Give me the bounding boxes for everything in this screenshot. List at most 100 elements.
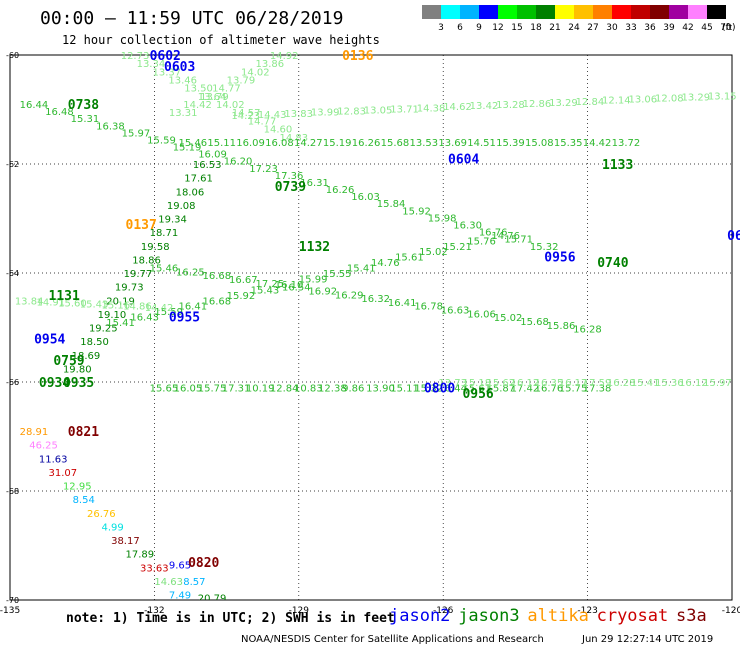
longitude-tick-label: -120 (722, 606, 740, 616)
wave-height-value: 15.60 (58, 298, 87, 309)
wave-height-value: 13.29 (549, 98, 578, 109)
wave-height-value: 13.29 (681, 92, 710, 103)
wave-height-value: 15.86 (547, 321, 576, 332)
wave-height-value: 8.57 (183, 577, 205, 588)
wave-height-value: 17.89 (126, 550, 155, 561)
wave-height-value: 15.65 (150, 383, 179, 394)
wave-height-value: 12.84 (270, 383, 299, 394)
color-scale-label: 6 (457, 23, 463, 33)
wave-height-value: 15.32 (530, 242, 559, 253)
wave-height-value: 16.10 (275, 280, 304, 291)
wave-height-value: 15.19 (323, 138, 352, 149)
wave-height-value: 13.53 (410, 138, 439, 149)
wave-height-value: 15.18 (462, 378, 491, 389)
longitude-tick-label: -132 (144, 606, 164, 616)
wave-height-value: 14.42 (583, 138, 612, 149)
wave-height-value: 15.92 (227, 291, 256, 302)
wave-height-value: 13.83 (284, 109, 313, 120)
wave-height-value: 14.57 (232, 108, 261, 119)
wave-height-value: 19.80 (63, 364, 92, 375)
wave-height-value: 15.75 (198, 383, 227, 394)
wave-height-value: 15.59 (154, 307, 183, 318)
color-scale-label: 9 (476, 23, 482, 33)
pass-time-label: 0935 (63, 376, 94, 391)
wave-height-value: 16.76 (535, 383, 564, 394)
wave-height-value: 15.87 (487, 383, 516, 394)
pass-time-label: 1133 (602, 158, 633, 173)
legend-entry-altika: altika (527, 606, 589, 626)
wave-height-value: 13.72 (612, 138, 641, 149)
wave-height-value: 14.02 (241, 67, 270, 78)
wave-height-value: 38.17 (111, 536, 140, 547)
pass-time-label: 0137 (126, 218, 157, 233)
wave-height-value: 15.21 (443, 242, 472, 253)
color-scale-swatch (441, 5, 460, 19)
wave-height-value: 15.68 (520, 317, 549, 328)
wave-height-value: 15.55 (323, 269, 352, 280)
pass-time-label: 0800 (424, 381, 455, 396)
color-scale-label: 15 (511, 23, 523, 33)
wave-height-value: 13.15 (708, 91, 737, 102)
wave-height-value: 16.63 (441, 306, 470, 317)
wave-height-value: 15.41 (631, 378, 660, 389)
pass-time-label: 0821 (68, 425, 99, 440)
longitude-tick-label: -126 (433, 606, 454, 616)
color-scale-swatch (688, 5, 707, 19)
longitude-tick-label: -129 (289, 606, 310, 616)
pass-time-label: 0759 (53, 354, 84, 369)
map-frame (9, 54, 733, 601)
wave-height-value: 16.54 (282, 283, 311, 294)
wave-height-value: 13.34 (137, 59, 166, 70)
wave-height-value: 16.09 (236, 138, 265, 149)
wave-height-value: 18.06 (176, 187, 205, 198)
wave-height-value: 14.76 (371, 258, 400, 269)
wave-height-value: 14.51 (467, 138, 496, 149)
color-scale-swatch (460, 5, 479, 19)
wave-height-value: 15.59 (147, 135, 176, 146)
wave-height-value: 15.11 (390, 383, 419, 394)
wave-height-value: 15.39 (496, 138, 525, 149)
wave-height-value: 17.25 (255, 279, 284, 290)
wave-height-value: 14.38 (417, 103, 446, 114)
wave-height-value: 16.09 (198, 150, 227, 161)
wave-height-value: 15.97 (703, 378, 732, 389)
wave-height-value: 15.43 (251, 285, 280, 296)
wave-height-value: 14.77 (248, 116, 277, 127)
color-scale-label: 12 (492, 23, 504, 33)
pass-time-label: 0954 (34, 332, 65, 347)
wave-height-tracks: 12.7313.3413.3713.4613.5013.7914.0214.57… (15, 49, 740, 600)
color-scale-label: 3 (438, 23, 444, 33)
wave-height-value: 16.30 (453, 220, 482, 231)
wave-height-value: 15.11 (207, 138, 236, 149)
wave-height-value: 14.42 (145, 303, 174, 314)
pass-time-label: 0136 (342, 49, 373, 64)
wave-height-value: 16.20 (224, 157, 253, 168)
pass-time-label: 0604 (448, 153, 479, 168)
color-scale-label: 36 (644, 23, 656, 33)
wave-height-value: 17.42 (511, 383, 540, 394)
wave-height-value: 13.86 (255, 59, 284, 70)
wave-height-value: 13.79 (227, 76, 256, 87)
wave-height-value: 15.36 (655, 378, 684, 389)
wave-height-value: 14.91 (36, 297, 65, 308)
wave-height-value: 16.41 (388, 298, 417, 309)
wave-height-value: 15.62 (487, 378, 516, 389)
wave-height-value: 15.41 (106, 318, 135, 329)
wave-height-value: 4.99 (101, 522, 123, 533)
wave-height-value: 15.02 (494, 313, 523, 324)
wave-height-value: 16.29 (335, 290, 364, 301)
wave-height-value: 15.75 (559, 383, 588, 394)
wave-height-value: 15.84 (377, 199, 406, 210)
color-scale-swatch (422, 5, 441, 19)
wave-height-value: 12.84 (576, 97, 605, 108)
wave-height-value: 13.73 (438, 378, 467, 389)
pass-time-label: 0739 (275, 180, 306, 195)
pass-time-label: 0738 (68, 98, 99, 113)
wave-height-value: 19.77 (124, 269, 153, 280)
color-scale-swatch (555, 5, 574, 19)
wave-height-value: 13.37 (152, 67, 181, 78)
legend-entry-cryosat: cryosat (596, 606, 669, 626)
wave-height-value: 16.43 (130, 313, 159, 324)
wave-height-value: 28.91 (20, 427, 49, 438)
latitude-tick-label: -70 (6, 596, 19, 605)
